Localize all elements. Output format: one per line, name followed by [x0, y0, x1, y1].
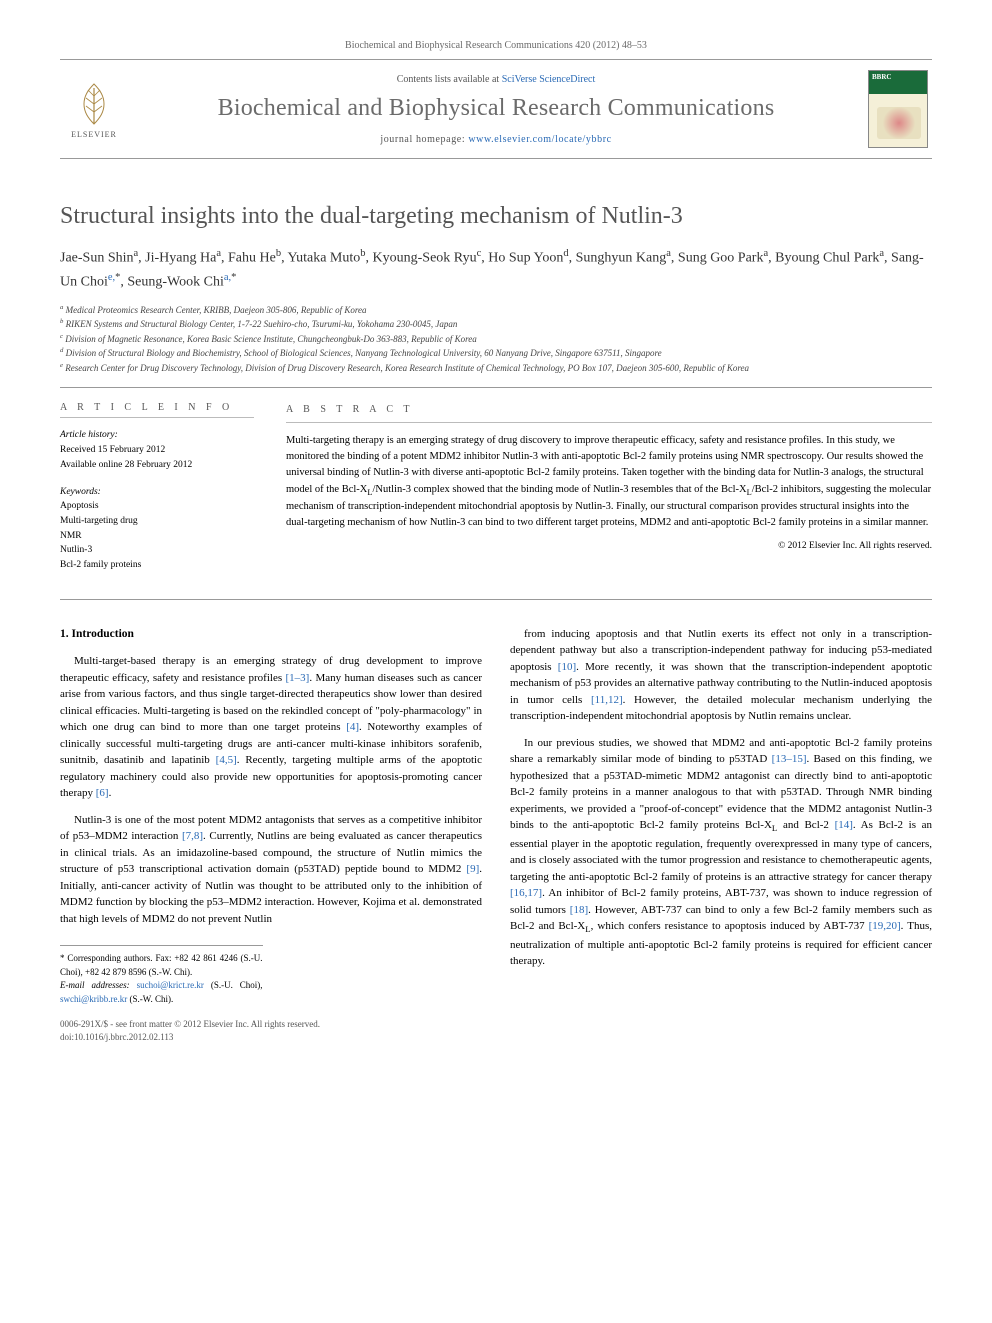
keyword: Nutlin-3	[60, 543, 254, 558]
doi-block: 0006-291X/$ - see front matter © 2012 El…	[60, 1018, 482, 1043]
received-date: Received 15 February 2012	[60, 443, 254, 458]
corresponding-author-note: * Corresponding authors. Fax: +82 42 861…	[60, 952, 263, 979]
body-paragraph: In our previous studies, we showed that …	[510, 735, 932, 970]
article-info-panel: A R T I C L E I N F O Article history: R…	[60, 388, 270, 598]
left-column: 1. Introduction Multi-target-based thera…	[60, 626, 482, 1043]
doi-line: doi:10.1016/j.bbrc.2012.02.113	[60, 1031, 482, 1044]
abstract-heading: A B S T R A C T	[286, 402, 932, 423]
keyword: Multi-targeting drug	[60, 514, 254, 529]
keyword: Apoptosis	[60, 499, 254, 514]
abstract-copyright: © 2012 Elsevier Inc. All rights reserved…	[286, 539, 932, 554]
affiliation: b RIKEN Systems and Structural Biology C…	[60, 317, 932, 332]
history-label: Article history:	[60, 428, 254, 443]
contents-available-line: Contents lists available at SciVerse Sci…	[139, 74, 853, 85]
body-paragraph: Nutlin-3 is one of the most potent MDM2 …	[60, 812, 482, 928]
affiliation: e Research Center for Drug Discovery Tec…	[60, 361, 932, 376]
body-paragraph: from inducing apoptosis and that Nutlin …	[510, 626, 932, 725]
affiliation: a Medical Proteomics Research Center, KR…	[60, 303, 932, 318]
affiliation-list: a Medical Proteomics Research Center, KR…	[60, 303, 932, 376]
elsevier-logo: ELSEVIER	[64, 74, 124, 144]
article-history-block: Article history: Received 15 February 20…	[60, 428, 254, 472]
article-info-heading: A R T I C L E I N F O	[60, 402, 254, 418]
abstract-panel: A B S T R A C T Multi-targeting therapy …	[270, 388, 932, 598]
affiliation: d Division of Structural Biology and Bio…	[60, 346, 932, 361]
page-root: Biochemical and Biophysical Research Com…	[0, 0, 992, 1083]
journal-name: Biochemical and Biophysical Research Com…	[139, 95, 853, 122]
abstract-text: Multi-targeting therapy is an emerging s…	[286, 433, 932, 531]
homepage-prefix: journal homepage:	[380, 134, 468, 145]
footnotes: * Corresponding authors. Fax: +82 42 861…	[60, 945, 263, 1006]
journal-header-box: ELSEVIER Contents lists available at Sci…	[60, 59, 932, 159]
sciencedirect-link[interactable]: SciVerse ScienceDirect	[502, 74, 596, 85]
email-label: E-mail addresses:	[60, 980, 130, 990]
front-matter-line: 0006-291X/$ - see front matter © 2012 El…	[60, 1018, 482, 1031]
online-date: Available online 28 February 2012	[60, 458, 254, 473]
keywords-list: ApoptosisMulti-targeting drugNMRNutlin-3…	[60, 499, 254, 573]
keyword: Bcl-2 family proteins	[60, 558, 254, 573]
section-1-heading: 1. Introduction	[60, 626, 482, 643]
right-column: from inducing apoptosis and that Nutlin …	[510, 626, 932, 1043]
header-center: Contents lists available at SciVerse Sci…	[124, 74, 868, 145]
keywords-label: Keywords:	[60, 485, 254, 500]
keywords-block: Keywords: ApoptosisMulti-targeting drugN…	[60, 485, 254, 573]
contents-prefix: Contents lists available at	[397, 74, 502, 85]
journal-homepage-line: journal homepage: www.elsevier.com/locat…	[139, 134, 853, 145]
article-title: Structural insights into the dual-target…	[60, 201, 932, 232]
journal-cover-thumbnail	[868, 70, 928, 148]
elsevier-wordmark: ELSEVIER	[71, 130, 117, 139]
affiliation: c Division of Magnetic Resonance, Korea …	[60, 332, 932, 347]
homepage-link[interactable]: www.elsevier.com/locate/ybbrc	[468, 134, 611, 145]
author-list: Jae-Sun Shina, Ji-Hyang Haa, Fahu Heb, Y…	[60, 246, 932, 293]
running-header: Biochemical and Biophysical Research Com…	[60, 40, 932, 51]
keyword: NMR	[60, 529, 254, 544]
email-line: E-mail addresses: suchoi@krict.re.kr (S.…	[60, 979, 263, 1006]
info-abstract-row: A R T I C L E I N F O Article history: R…	[60, 387, 932, 599]
body-paragraph: Multi-target-based therapy is an emergin…	[60, 653, 482, 802]
body-columns: 1. Introduction Multi-target-based thera…	[60, 626, 932, 1043]
email-link[interactable]: suchoi@krict.re.kr	[137, 980, 204, 990]
email-link[interactable]: swchi@kribb.re.kr	[60, 994, 127, 1004]
elsevier-tree-icon	[74, 80, 114, 128]
